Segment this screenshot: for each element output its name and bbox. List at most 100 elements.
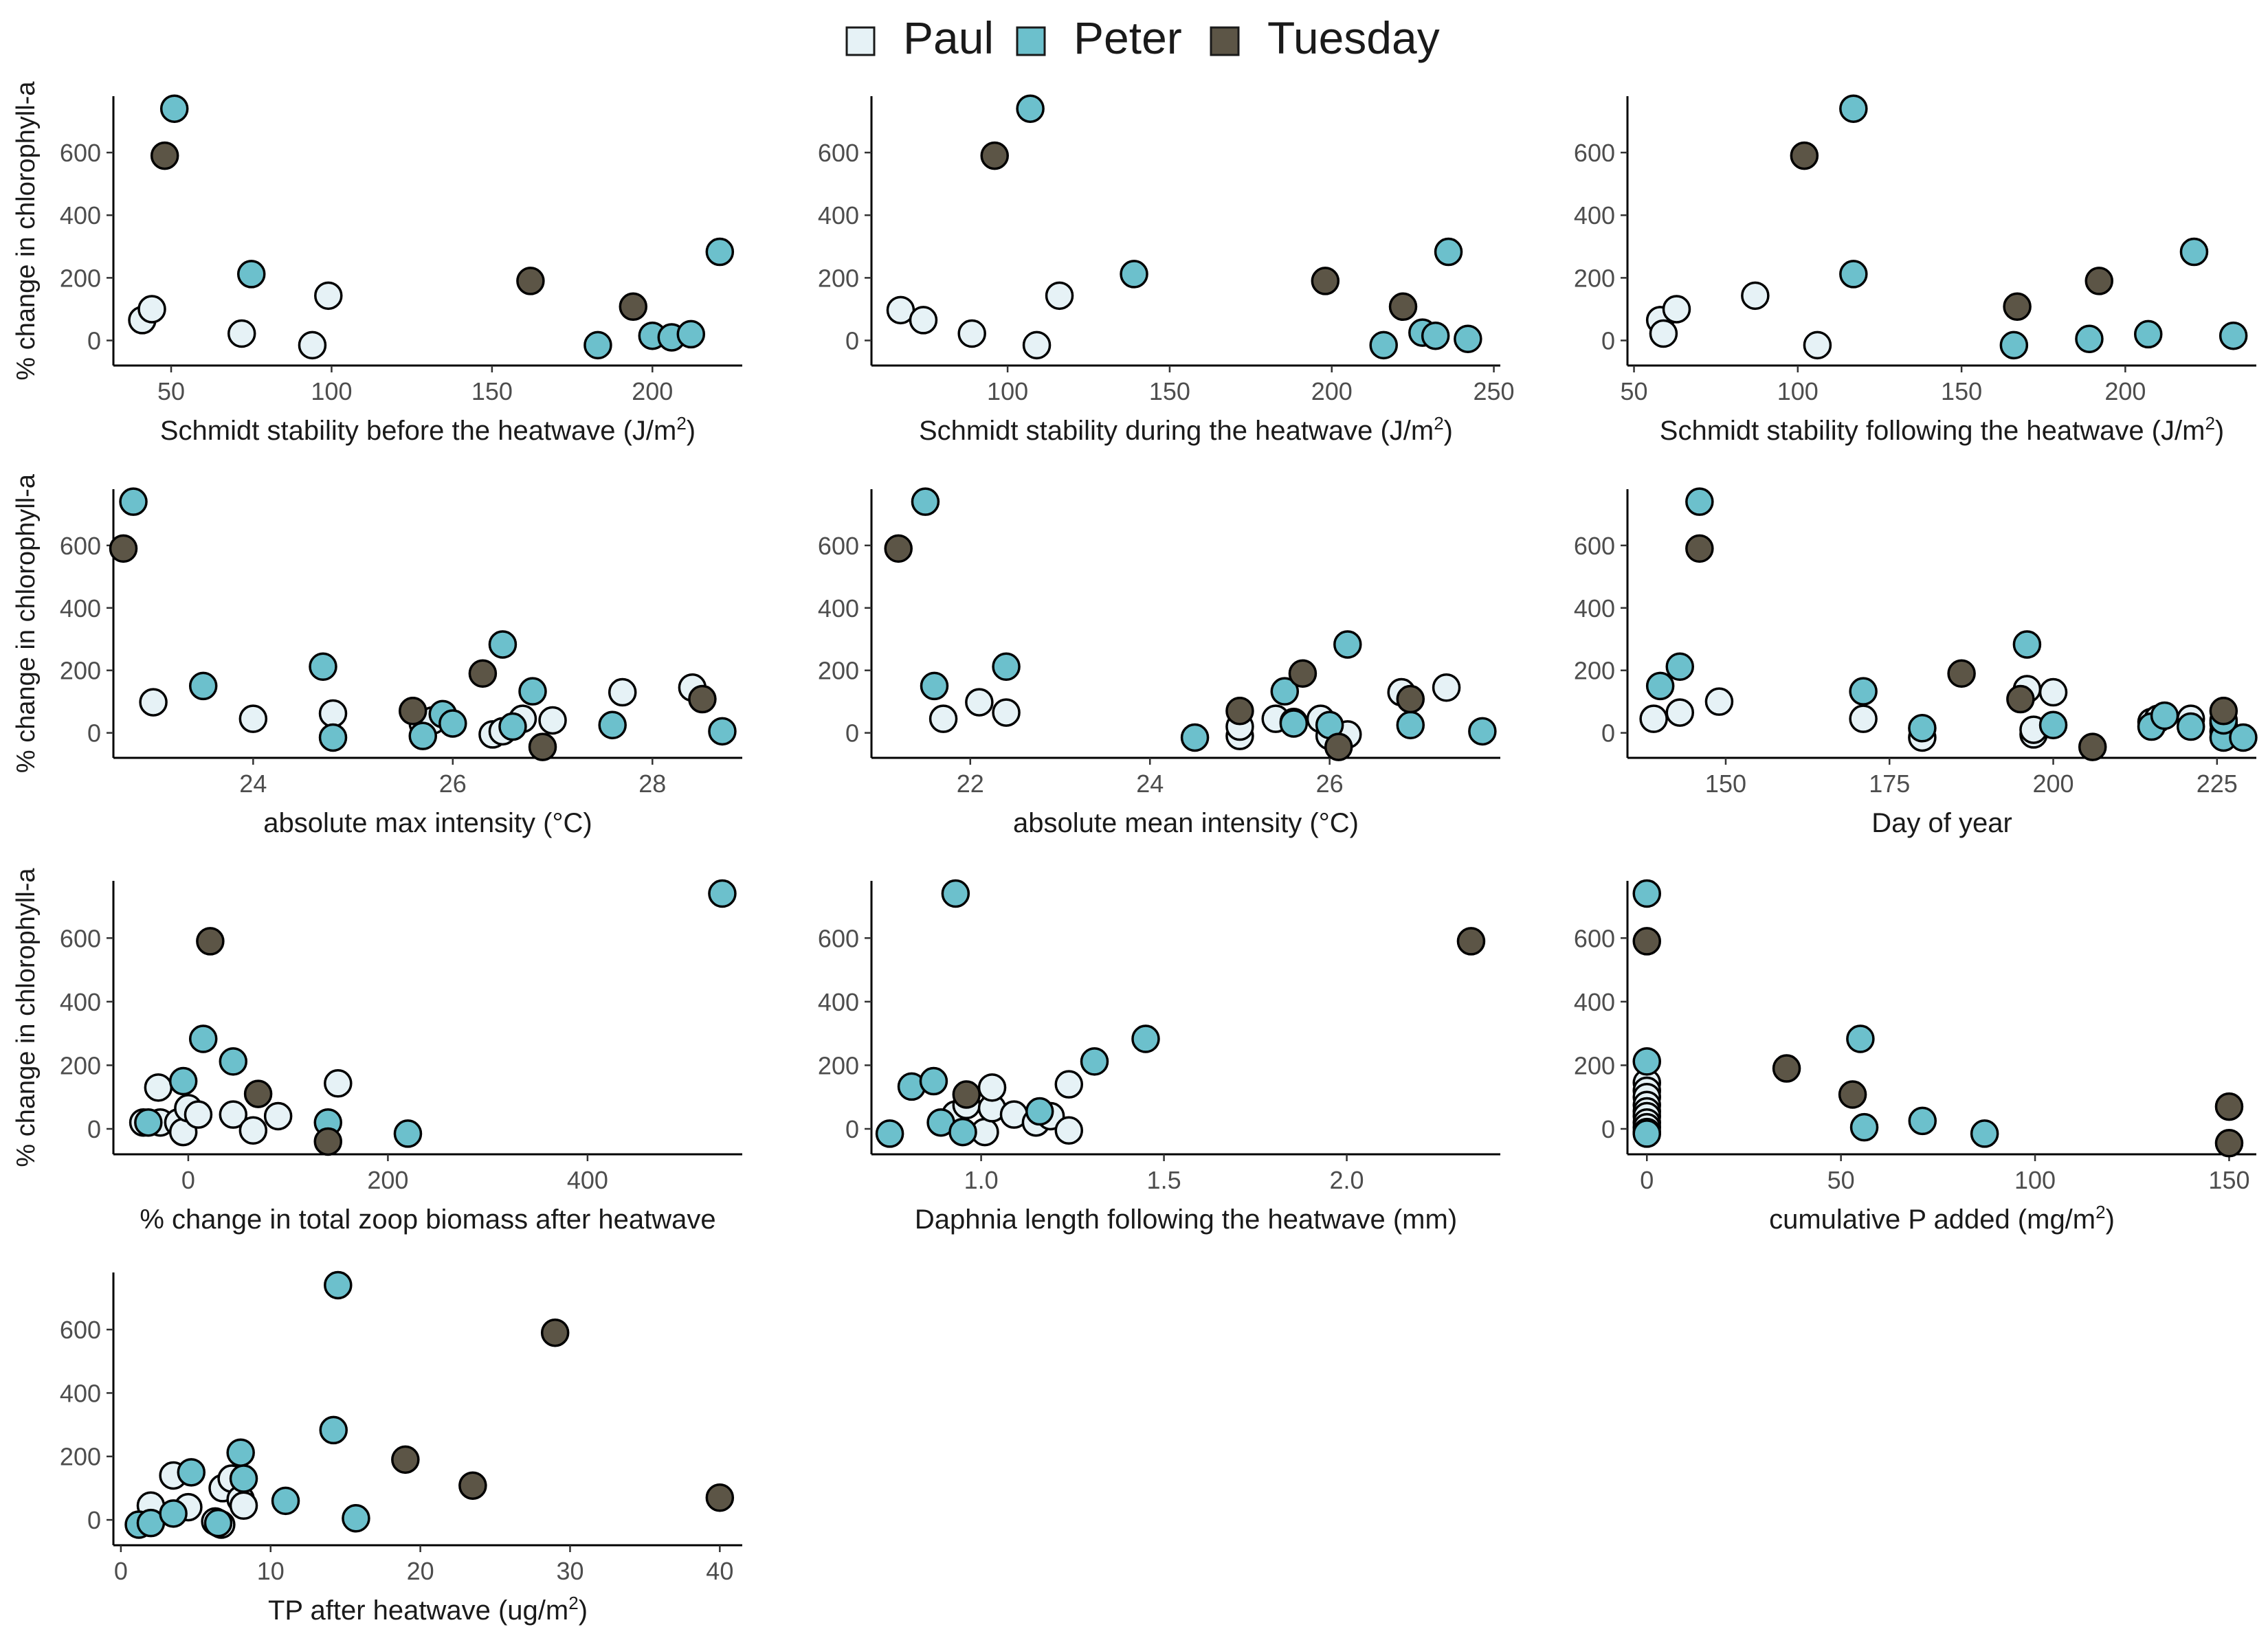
legend-item-tuesday: Tuesday [1210, 12, 1440, 63]
y-tick-label: 400 [818, 988, 859, 1016]
y-tick-label: 0 [1601, 719, 1615, 748]
data-point [1396, 710, 1425, 740]
y-tick-label: 200 [60, 1443, 101, 1471]
data-point [318, 723, 348, 752]
data-point [229, 1464, 258, 1493]
series-tuesday [1632, 927, 2244, 1158]
data-point [2084, 267, 2113, 295]
data-point [150, 141, 179, 170]
panel-5: 0 200 400 600 22 24 26 absolute mean intensity … [818, 487, 1500, 838]
data-point [1045, 281, 1074, 311]
data-point [977, 1073, 1007, 1102]
legend-swatch [1016, 26, 1046, 56]
y-tick-label: 400 [60, 201, 101, 229]
data-point [408, 721, 437, 750]
data-point [2038, 677, 2068, 707]
y-tick-label: 0 [87, 327, 101, 355]
data-point [518, 677, 547, 706]
data-point [1434, 237, 1463, 267]
x-tick-label: 22 [957, 770, 984, 798]
data-point [2012, 630, 2042, 659]
data-point [1632, 879, 1661, 908]
x-axis-label: TP after heatwave (ug/m2) [268, 1593, 588, 1626]
x-axis-label: Schmidt stability before the heatwave (J… [160, 413, 696, 446]
data-point [2003, 292, 2032, 322]
x-tick-label: 100 [311, 377, 352, 405]
data-point [498, 712, 527, 741]
data-point [1432, 673, 1461, 702]
x-tick-label: 200 [367, 1166, 408, 1194]
data-point [468, 659, 498, 688]
data-point [1421, 321, 1450, 350]
y-tick-label: 400 [818, 201, 859, 229]
data-point [1849, 1112, 1879, 1142]
y-tick-label: 400 [60, 1379, 101, 1407]
y-tick-label: 400 [60, 988, 101, 1016]
data-point [1396, 684, 1425, 714]
data-point [1016, 94, 1045, 123]
x-tick-label: 175 [1869, 770, 1910, 798]
x-tick-label: 150 [1941, 377, 1982, 405]
x-axis-label: % change in total zoop biomass after hea… [140, 1204, 715, 1235]
data-point [342, 1504, 370, 1533]
series-peter [1016, 94, 1482, 360]
data-point [992, 698, 1021, 727]
data-point [1369, 330, 1398, 360]
data-point [948, 1117, 977, 1147]
data-point [2214, 1092, 2244, 1121]
data-point [109, 534, 138, 563]
data-point [243, 1079, 273, 1108]
x-tick-label: 250 [1474, 377, 1515, 405]
y-tick-label: 600 [60, 139, 101, 167]
series-peter [911, 487, 1497, 752]
data-point [219, 1100, 248, 1129]
data-point [1022, 330, 1052, 360]
series-tuesday [980, 141, 1418, 322]
data-point [168, 1066, 198, 1096]
legend-label: Peter [1074, 12, 1182, 63]
x-axis-label: Schmidt stability following the heatwave… [1660, 413, 2224, 446]
series-tuesday [952, 927, 1486, 1109]
x-tick-label: 50 [1621, 377, 1648, 405]
data-point [184, 1100, 213, 1129]
data-point [2038, 710, 2068, 740]
y-tick-label: 400 [1574, 201, 1615, 229]
data-point [688, 684, 717, 714]
y-tick-label: 600 [818, 924, 859, 952]
data-point [2179, 237, 2209, 267]
data-point [119, 487, 148, 516]
x-axis-label: cumulative P added (mg/m2) [1769, 1202, 2115, 1235]
y-tick-label: 400 [60, 594, 101, 622]
data-point [919, 1066, 948, 1096]
series-tuesday [150, 141, 648, 322]
y-tick-label: 0 [845, 719, 859, 748]
data-point [705, 1483, 735, 1512]
data-point [583, 330, 612, 360]
data-point [391, 1445, 420, 1474]
y-tick-label: 200 [1574, 657, 1615, 685]
x-tick-label: 20 [407, 1557, 434, 1585]
x-tick-label: 26 [1316, 770, 1344, 798]
series-paul [886, 281, 1074, 360]
data-point [1025, 1097, 1054, 1126]
legend-label: Tuesday [1267, 12, 1440, 63]
data-point [1649, 319, 1678, 348]
data-point [1665, 652, 1694, 681]
series-peter [1645, 487, 2258, 752]
data-point [2209, 697, 2238, 726]
data-point [1131, 1024, 1160, 1053]
x-tick-label: 24 [239, 770, 267, 798]
data-point [929, 704, 958, 733]
x-tick-label: 0 [181, 1166, 195, 1194]
data-point [438, 709, 467, 738]
series-tuesday [884, 534, 1425, 761]
data-point [1999, 330, 2029, 360]
y-tick-label: 600 [60, 1316, 101, 1344]
legend-label: Paul [903, 12, 994, 63]
data-point [2133, 319, 2163, 349]
data-point [159, 1499, 188, 1528]
series-peter [134, 879, 737, 1148]
panel-6: 0 200 400 600 150 175 200 225 Day of year [1574, 487, 2258, 838]
y-tick-label: 200 [1574, 264, 1615, 292]
